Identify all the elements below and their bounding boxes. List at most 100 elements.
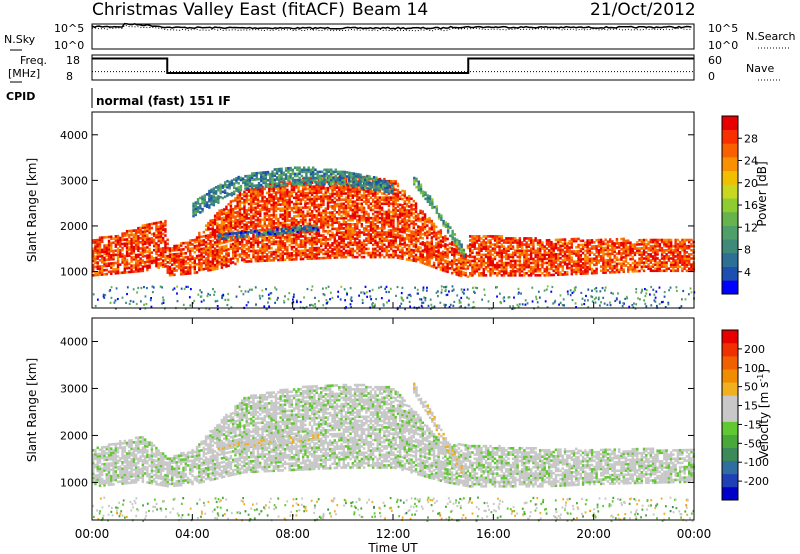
scatter-cell (362, 239, 366, 242)
scatter-cell (277, 248, 280, 252)
scatter-cell (408, 223, 411, 227)
scatter-cell (225, 260, 228, 264)
scatter-cell (608, 271, 612, 274)
scatter-cell (394, 202, 397, 206)
scatter-cell (240, 252, 244, 256)
scatter-cell (238, 224, 242, 228)
scatter-cell (324, 252, 327, 256)
scatter-cell (365, 190, 368, 193)
scatter-cell (299, 198, 303, 201)
scatter-cell (308, 212, 312, 215)
scatter-cell (545, 267, 549, 271)
scatter-cell (685, 244, 689, 248)
scatter-cell (148, 237, 151, 241)
scatter-cell (333, 241, 336, 245)
scatter-cell (272, 189, 275, 192)
scatter-cell (333, 248, 336, 251)
scatter-cell (378, 177, 382, 181)
scatter-cell (270, 246, 273, 250)
scatter-cell (270, 193, 273, 197)
scatter-cell (394, 251, 397, 255)
scatter-cell (534, 274, 537, 277)
scatter-cell (633, 251, 637, 255)
scatter-cell (198, 241, 201, 245)
scatter-cell (281, 197, 285, 200)
scatter-cell (157, 235, 160, 239)
scatter-cell (261, 241, 264, 244)
scatter-cell (161, 265, 165, 269)
scatter-cell (360, 208, 364, 212)
scatter-cell (161, 261, 165, 264)
scatter-cell (435, 250, 438, 253)
scatter-cell (331, 217, 334, 220)
scatter-cell (362, 251, 366, 255)
scatter-cell (286, 200, 289, 204)
scatter-cell (315, 205, 318, 209)
scatter-cell (383, 177, 386, 181)
scatter-cell (252, 237, 255, 240)
scatter-cell (405, 221, 409, 224)
scatter-cell (306, 239, 309, 242)
scatter-cell (405, 251, 409, 255)
nsearch-series-line (91, 24, 692, 32)
scatter-cell (211, 223, 215, 226)
scatter-cell (511, 265, 515, 269)
scatter-cell (177, 254, 181, 258)
scatter-cell (469, 235, 472, 238)
scatter-cell (450, 263, 454, 267)
scatter-cell (387, 243, 391, 247)
scatter-cell (383, 243, 386, 247)
scatter-cell (139, 267, 142, 271)
scatter-cell (500, 274, 504, 277)
scatter-cell (329, 235, 332, 239)
scatter-cell (360, 231, 364, 234)
scatter-cell (414, 202, 418, 205)
scatter-cell (304, 220, 307, 224)
scatter-cell (469, 274, 472, 277)
scatter-cell (292, 219, 296, 222)
scatter-cell (146, 239, 149, 243)
scatter-cell (500, 267, 504, 271)
scatter-cell (173, 269, 176, 272)
scatter-cell (150, 261, 154, 265)
scatter-cell (518, 243, 522, 246)
scatter-cell (234, 248, 237, 251)
scatter-cell (274, 217, 278, 221)
scatter-cell (351, 210, 355, 214)
scatter-cell (369, 206, 373, 210)
scatter-cell (301, 239, 305, 242)
scatter-cell (112, 255, 115, 259)
scatter-cell (234, 235, 237, 239)
scatter-cell (157, 233, 160, 237)
scatter-cell (387, 241, 391, 245)
scatter-cell (550, 249, 553, 252)
scatter-cell (478, 247, 481, 250)
scatter-cell (356, 218, 359, 222)
scatter-cell (211, 253, 215, 257)
scatter-cell (399, 228, 402, 231)
scatter-cell (538, 257, 542, 261)
scatter-cell (478, 265, 481, 269)
scatter-cell (394, 239, 397, 243)
scatter-cell (426, 259, 429, 262)
scatter-cell (326, 225, 330, 229)
scatter-cell (374, 214, 377, 218)
scatter-cell (356, 222, 359, 226)
scatter-cell (421, 232, 424, 236)
scatter-cell (380, 208, 384, 212)
scatter-cell (310, 193, 314, 197)
scatter-cell (340, 233, 343, 236)
scatter-cell (250, 210, 253, 214)
scatter-cell (380, 218, 384, 222)
scatter-cell (342, 218, 345, 222)
scatter-cell (225, 205, 228, 209)
scatter-cell (340, 198, 343, 202)
scatter-cell (229, 214, 233, 218)
scatter-cell (511, 259, 515, 263)
scatter-cell (335, 231, 339, 235)
scatter-cell (617, 258, 621, 261)
scatter-cell (301, 192, 305, 195)
scatter-cell (426, 248, 429, 252)
scatter-cell (216, 259, 219, 262)
scatter-cell (137, 263, 140, 267)
